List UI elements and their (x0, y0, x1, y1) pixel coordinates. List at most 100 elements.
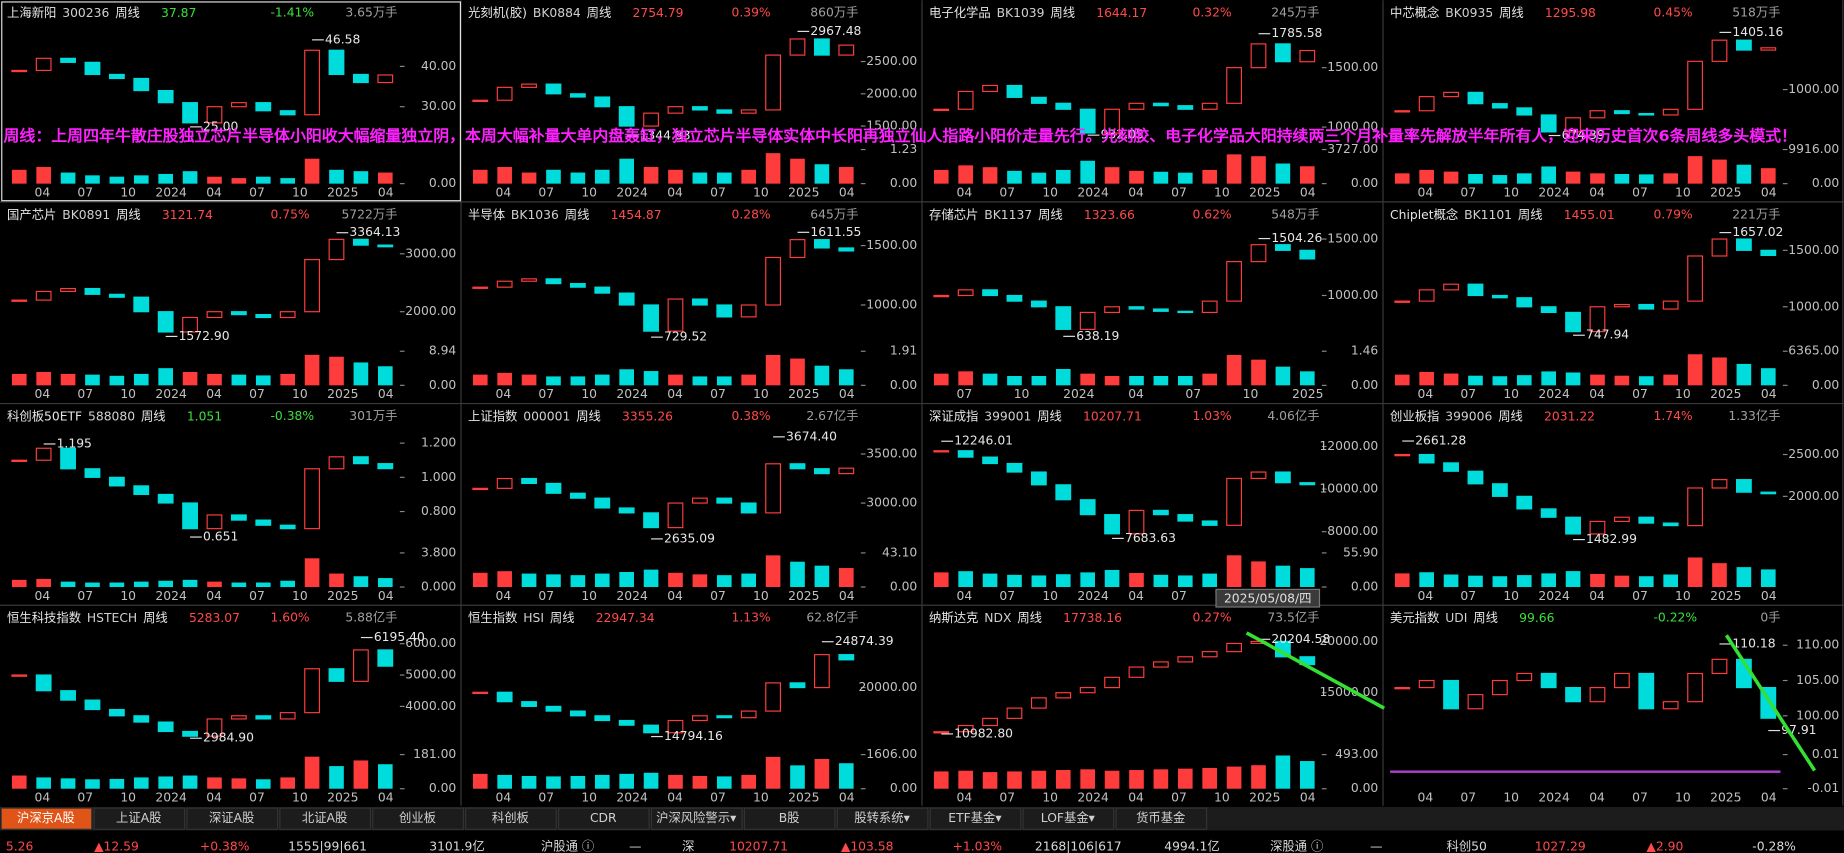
x-tick-label: 04 (378, 589, 394, 603)
candle (206, 311, 223, 319)
tab-label[interactable]: 沪深风险警示▾ (656, 810, 737, 825)
ticker-item: ▲12.59 (94, 839, 139, 853)
tab[interactable] (743, 807, 836, 830)
volume-bar (1394, 173, 1410, 184)
volume-bar (255, 375, 271, 386)
tab[interactable] (836, 807, 929, 830)
candle (594, 96, 611, 108)
x-tick-label: 04 (1417, 387, 1433, 401)
candle (1589, 686, 1606, 703)
tab[interactable] (93, 807, 186, 830)
volume-bar (570, 775, 586, 789)
vol-tick-label: 1.23 (890, 142, 917, 156)
change: -0.22% (1653, 611, 1697, 625)
candle (472, 286, 489, 289)
vol-tick-label: 0.00 (1351, 781, 1379, 795)
tab-label[interactable]: 科创板 (492, 811, 529, 825)
candle (933, 450, 950, 453)
candle (1104, 676, 1120, 689)
ticker-item: 深股通 ⓘ (1270, 839, 1323, 853)
x-tick-label: 07 (538, 791, 554, 805)
volume-bar (1443, 171, 1459, 184)
tab[interactable] (1022, 807, 1115, 830)
x-tick-label: 10 (1503, 387, 1519, 401)
x-tick-label: 04 (206, 791, 222, 805)
candle (1613, 303, 1630, 308)
candle (1687, 255, 1703, 302)
tab-label[interactable]: 货币基金 (1136, 810, 1185, 825)
tab[interactable] (929, 807, 1022, 830)
ticker-item: 5.26 (6, 839, 34, 853)
candle (377, 244, 394, 248)
volume-bar (1055, 169, 1071, 184)
volume-bar (1202, 373, 1218, 386)
volume-bar (1541, 371, 1556, 386)
x-tick-label: 10 (753, 186, 769, 200)
candle (352, 649, 369, 682)
volume-bar (933, 373, 949, 386)
tab-label[interactable]: 沪深京A股 (17, 811, 75, 825)
stock-code: HSI (523, 611, 544, 625)
volume-bar (60, 373, 76, 386)
tab-label[interactable]: 深证A股 (209, 811, 254, 825)
tab[interactable] (650, 807, 743, 830)
tab-label[interactable]: 创业板 (399, 811, 436, 825)
x-tick-label: 10 (1042, 186, 1058, 200)
candle (279, 524, 296, 530)
x-tick-label: 07 (77, 589, 93, 603)
candle (1491, 679, 1508, 696)
y-tick-label: 1.200 (421, 436, 456, 450)
volume-bar (1299, 568, 1315, 588)
stock-panel: 半导体 BK1036 周线 1454.87 0.28% 645万手 1500.00 1000.… (468, 207, 917, 401)
vol-tick-label: 0.00 (890, 781, 918, 795)
volume-bar (1129, 375, 1144, 386)
candle (1760, 491, 1777, 495)
x-tick-label: 2025 (1249, 791, 1280, 805)
x-tick-label: 2024 (155, 791, 187, 805)
change: 0.38% (731, 409, 770, 423)
candle (789, 682, 806, 689)
y-tick-label: 105.00 (1796, 673, 1839, 687)
low-label: 14794.16 (664, 729, 723, 743)
tab-label[interactable]: 北证A股 (302, 811, 347, 825)
tab-label[interactable]: 股转系统▾ (854, 810, 910, 825)
low-label: 932.05 (1101, 128, 1144, 142)
tab[interactable] (279, 807, 372, 830)
volume-bar (158, 776, 173, 789)
tab[interactable] (0, 807, 93, 830)
tab[interactable] (465, 807, 557, 830)
tab[interactable] (186, 807, 279, 830)
x-tick-label: 07 (1171, 791, 1187, 805)
tab-label[interactable]: 上证A股 (116, 811, 161, 825)
volume-bar (280, 373, 296, 386)
volume-bar (1153, 574, 1169, 588)
x-tick-label: 10 (292, 186, 308, 200)
volume-bar (304, 354, 320, 386)
tab[interactable] (1115, 807, 1208, 830)
candle (230, 102, 247, 108)
tooltip: 2025/05/08/四 (1224, 591, 1312, 605)
low-label: 10982.80 (954, 726, 1013, 740)
candle (1711, 238, 1728, 257)
volume-bar (619, 773, 634, 789)
candle (182, 502, 198, 530)
volume-bar (741, 573, 757, 588)
stock-code: BK0884 (533, 6, 581, 20)
tab-label[interactable]: B股 (779, 811, 800, 825)
tab-label[interactable]: CDR (590, 811, 617, 825)
volume-bar (619, 571, 634, 588)
tab[interactable] (372, 807, 464, 830)
tab-label[interactable]: ETF基金▾ (948, 810, 1002, 825)
candle (35, 57, 52, 72)
x-tick-label: 2025 (1710, 186, 1741, 200)
volume-bar (377, 764, 393, 789)
vol-tick-label: 6365.00 (1788, 344, 1839, 358)
vol-tick-label: 3727.00 (1327, 142, 1378, 156)
x-tick-label: 04 (495, 186, 511, 200)
volume-bar (1031, 770, 1047, 789)
candle (496, 691, 513, 703)
volume-bar (668, 169, 683, 184)
tab[interactable] (558, 807, 650, 830)
tab-label[interactable]: LOF基金▾ (1041, 810, 1096, 825)
stock-code: BK0891 (62, 207, 110, 221)
